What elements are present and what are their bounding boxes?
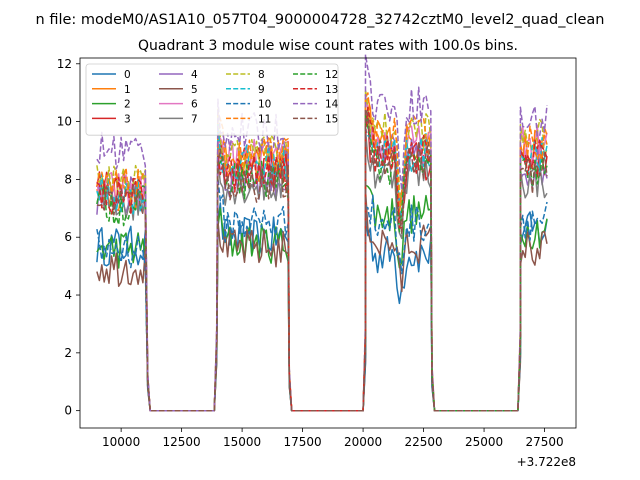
x-axis: 10000 12500 15000 17500 20000 22500 25000 27500	[102, 428, 564, 449]
legend-label-6: 6	[191, 99, 198, 111]
legend-label-3: 3	[124, 113, 131, 125]
y-tick-label: 12	[57, 57, 72, 71]
series-layer	[96, 53, 548, 412]
y-tick-label: 0	[64, 404, 72, 418]
legend-label-13: 13	[325, 84, 338, 96]
y-tick-label: 2	[64, 346, 72, 360]
y-axis: 0 2 4 6 8 10 12	[57, 57, 80, 418]
legend-label-12: 12	[325, 69, 338, 81]
x-tick-label: 25000	[465, 435, 503, 449]
legend-label-0: 0	[124, 69, 131, 81]
series-line-15	[96, 108, 548, 412]
legend-label-8: 8	[258, 69, 265, 81]
x-tick-label: 17500	[284, 435, 322, 449]
series-line-14	[96, 53, 548, 412]
legend-box	[85, 63, 339, 136]
axes-frame	[79, 57, 577, 429]
y-tick-label: 10	[57, 115, 72, 129]
x-tick-label: 15000	[223, 435, 261, 449]
x-tick-label: 10000	[102, 435, 140, 449]
x-offset-label: +3.722e8	[517, 455, 576, 469]
series-line-11	[96, 92, 548, 412]
legend-label-15: 15	[325, 113, 338, 125]
legend-label-1: 1	[124, 84, 131, 96]
legend-label-11: 11	[258, 113, 271, 125]
legend-label-4: 4	[191, 69, 198, 81]
y-tick-label: 6	[64, 230, 72, 244]
series-line-7	[96, 127, 548, 412]
legend-label-2: 2	[124, 99, 131, 111]
legend-label-9: 9	[258, 84, 265, 96]
chart-title: Quadrant 3 module wise count rates with …	[138, 38, 518, 54]
figure-suptitle: n file: modeM0/AS1A10_057T04_9000004728_…	[36, 12, 605, 28]
series-line-5	[96, 188, 548, 412]
legend-label-5: 5	[191, 84, 198, 96]
series-line-6	[96, 94, 548, 412]
legend-label-14: 14	[325, 99, 339, 111]
y-tick-label: 8	[64, 172, 72, 186]
x-tick-label: 20000	[344, 435, 382, 449]
x-tick-label: 27500	[525, 435, 563, 449]
x-tick-label: 12500	[163, 435, 201, 449]
y-tick-label: 4	[64, 288, 72, 302]
series-line-10	[96, 177, 548, 412]
plot-area: 10000 12500 15000 17500 20000 22500 25000 27500…	[57, 53, 577, 469]
legend-label-10: 10	[258, 99, 271, 111]
series-line-13	[96, 106, 548, 412]
legend-label-7: 7	[191, 113, 198, 125]
series-line-2	[96, 184, 548, 412]
x-tick-label: 22500	[404, 435, 442, 449]
